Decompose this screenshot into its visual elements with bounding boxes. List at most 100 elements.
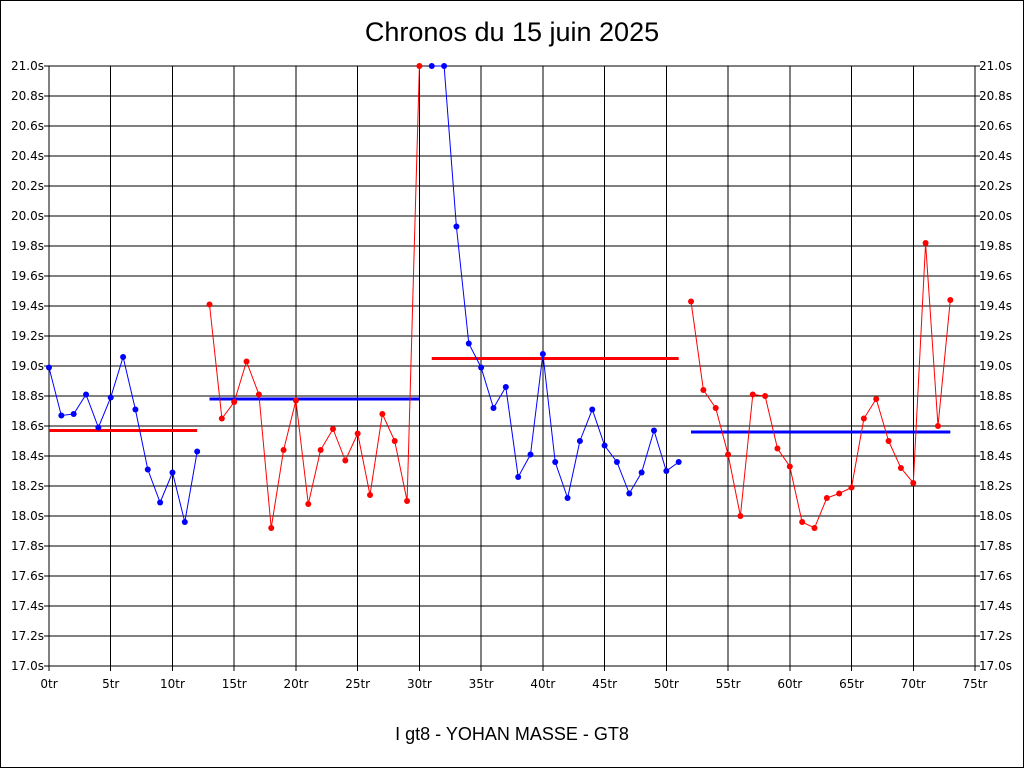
lap-point [441,63,448,69]
lap-point [910,480,917,486]
y-tick-label: 17.6s [11,569,44,583]
lap-point [453,223,460,230]
lap-point [255,391,262,398]
y-tick-label: 17.8s [979,539,1012,553]
y-tick-label: 20.0s [979,209,1012,223]
x-tick-label: 40tr [530,677,555,691]
lap-point [83,391,90,398]
y-tick-label: 18.4s [979,449,1012,463]
lap-point [934,423,941,429]
lap-point [675,459,682,465]
y-tick-label: 21.0s [979,59,1012,73]
lap-point [58,412,65,419]
y-tick-label: 19.2s [11,329,44,343]
y-tick-label: 20.4s [11,149,44,163]
lap-point [292,397,299,404]
lap-point [95,424,102,431]
y-tick-label: 18.0s [11,509,44,523]
y-tick-label: 20.0s [11,209,44,223]
y-tick-label: 18.2s [979,479,1012,493]
y-tick-label: 17.0s [11,659,44,673]
x-tick-label: 60tr [777,677,802,691]
y-tick-label: 17.6s [979,569,1012,583]
lap-point [181,519,188,525]
lap-point [367,492,374,498]
x-axis-tick-labels: 0tr 5tr 10tr 15tr 20tr 25tr 30tr 35tr 40tr 45tr 50… [40,677,987,691]
y-tick-label: 19.6s [11,269,44,283]
x-tick-label: 5tr [102,677,119,691]
y-tick-label: 20.4s [979,149,1012,163]
lap-point [564,495,571,501]
lap-point [268,525,275,531]
y-tick-label: 19.8s [11,239,44,253]
series-2 [206,63,423,531]
y-tick-label: 18.0s [979,509,1012,523]
lap-point [428,63,435,69]
lap-point [231,399,238,405]
lap-point [885,438,892,444]
lap-point [502,384,509,390]
y-tick-label: 20.8s [11,89,44,103]
y-tick-label: 17.2s [11,629,44,643]
lap-point [922,240,929,246]
x-tick-label: 35tr [469,677,494,691]
x-tick-label: 45tr [592,677,617,691]
series-3 [428,63,682,501]
lap-point [589,406,596,413]
lap-point [515,474,522,480]
lap-point [799,519,806,525]
series-4 [688,240,954,531]
lap-point [638,469,645,476]
series-group [46,63,954,531]
x-tick-label: 70tr [901,677,926,691]
lap-point [416,63,423,69]
y-tick-label: 20.2s [11,179,44,193]
lap-point [836,490,843,497]
chart-title: Chronos du 15 juin 2025 [364,17,660,47]
lap-point [650,427,657,434]
series-line [690,242,951,529]
y-tick-label: 19.6s [979,269,1012,283]
lap-point [120,354,127,360]
y-tick-label: 18.6s [11,419,44,433]
lap-point [786,463,793,470]
lap-point [329,426,336,432]
lap-point [947,297,954,303]
y-tick-label: 19.4s [11,299,44,313]
lap-point [317,447,324,453]
lap-point [613,459,620,465]
y-tick-label: 19.2s [979,329,1012,343]
grid [44,65,980,671]
lap-point [576,438,583,444]
y-tick-label: 20.8s [979,89,1012,103]
lap-point [305,501,312,507]
lap-point [206,301,213,308]
lap-point [169,469,176,476]
lap-point [46,364,52,371]
lap-point [157,499,164,506]
y-tick-label: 17.0s [979,659,1012,673]
y-tick-label: 19.0s [11,359,44,373]
lap-point [823,495,830,501]
y-tick-label: 19.8s [979,239,1012,253]
lap-point [527,451,534,458]
lap-point [243,358,250,365]
x-tick-label: 55tr [716,677,741,691]
lap-point [626,490,633,497]
y-axis-left-tick-labels: 17.0s 17.2s 17.4s 17.6s 17.8s 18.0s 18.2s 18.4s… [11,59,44,673]
x-tick-label: 25tr [345,677,370,691]
lap-point [70,411,77,417]
y-tick-label: 18.8s [11,389,44,403]
x-tick-label: 0tr [40,677,57,691]
series-1 [46,354,201,525]
lap-point [280,447,287,453]
y-axis-right-tick-labels: 17.0s 17.2s 17.4s 17.6s 17.8s 18.0s 18.2s 18.4s… [979,59,1012,673]
lap-point [144,466,151,473]
lap-point [391,438,398,444]
y-tick-label: 20.2s [979,179,1012,193]
x-tick-label: 65tr [839,677,864,691]
lap-point [860,415,867,422]
lap-point [465,340,472,347]
